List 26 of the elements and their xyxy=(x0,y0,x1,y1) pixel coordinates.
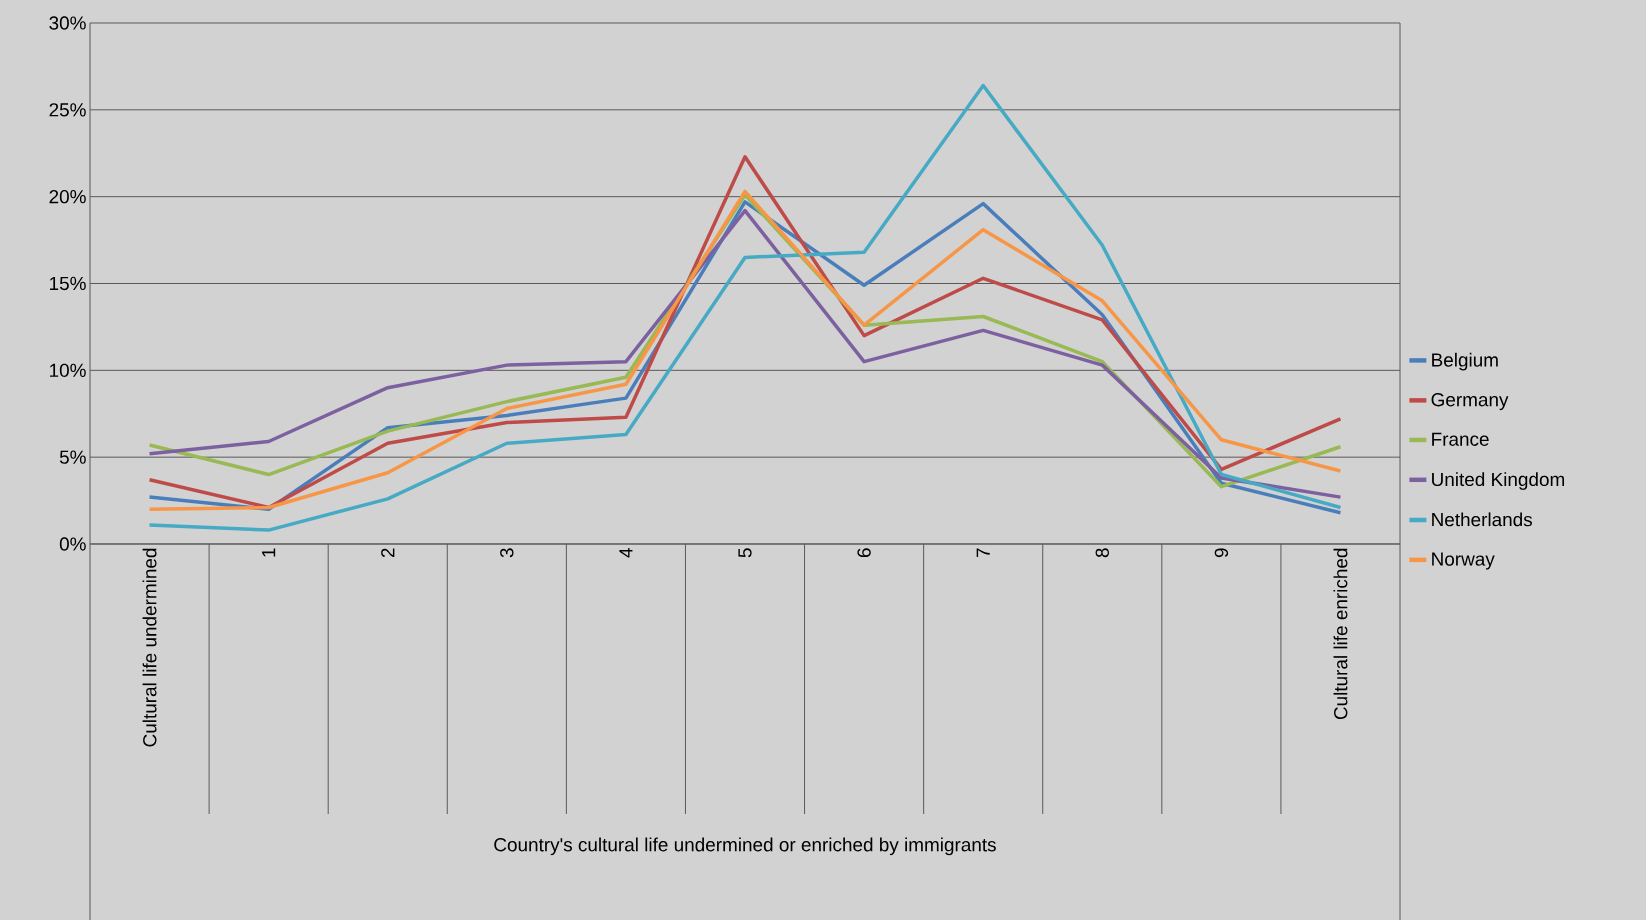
x-tick-label: 4 xyxy=(619,547,633,558)
x-tick-label: Cultural life enriched xyxy=(1333,548,1348,719)
y-tick-label: 0% xyxy=(59,537,86,551)
x-tick-label: 2 xyxy=(381,548,395,557)
x-axis-title: Country's cultural life undermined or enriched by immigrants xyxy=(494,837,996,855)
line-series xyxy=(147,83,1343,532)
y-tick-label: 25% xyxy=(49,102,86,117)
x-tick-label: 8 xyxy=(1095,548,1109,557)
y-tick-label: 20% xyxy=(49,189,86,204)
y-tick-label: 30% xyxy=(49,16,86,30)
x-tick-label: 9 xyxy=(1214,548,1229,557)
x-tick-label: 1 xyxy=(262,548,276,557)
x-tick-label: 5 xyxy=(738,548,752,558)
legend-label: United Kingdom xyxy=(1432,471,1565,490)
x-tick-label: 6 xyxy=(857,548,871,557)
x-tick-label: Cultural life undermined xyxy=(142,548,157,747)
y-tick-label: 5% xyxy=(59,450,86,464)
legend-label: Germany xyxy=(1431,392,1509,410)
legend-label: France xyxy=(1432,432,1489,446)
legend-label: Norway xyxy=(1432,552,1495,570)
y-tick-label: 10% xyxy=(50,363,86,377)
legend-label: Belgium xyxy=(1432,352,1498,371)
legend-label: Netherlands xyxy=(1432,512,1532,527)
y-tick-label: 15% xyxy=(50,276,86,290)
x-tick-label: 7 xyxy=(976,548,990,557)
x-tick-label: 3 xyxy=(500,548,514,558)
